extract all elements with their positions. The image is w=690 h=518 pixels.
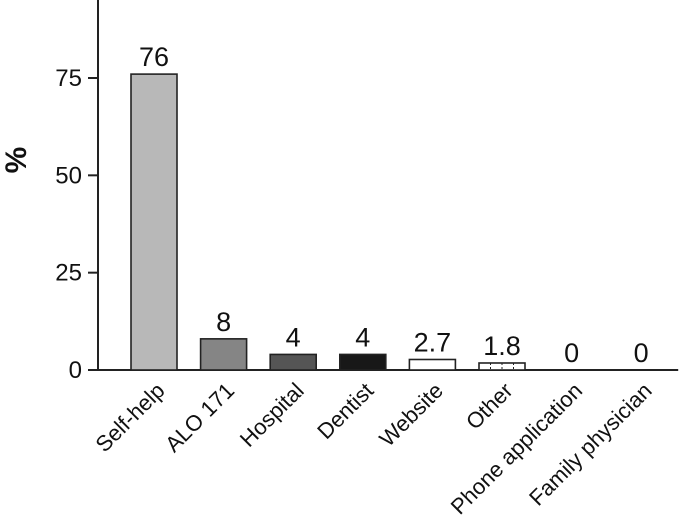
- chart-bars: [130, 73, 526, 371]
- chart-axes: 0 25 50 75: [55, 0, 679, 384]
- y-tick-label: 50: [55, 162, 82, 189]
- category-label: Other: [461, 378, 518, 435]
- bar-website: [408, 358, 457, 371]
- data-label: 8: [216, 307, 231, 337]
- data-label: 4: [355, 322, 370, 352]
- bar-hospital: [269, 353, 318, 371]
- category-label: Family physician: [524, 378, 657, 511]
- bar-dentist: [338, 353, 387, 371]
- data-label: 2.7: [414, 327, 452, 357]
- y-tick-label: 75: [55, 65, 82, 92]
- category-label: Self-help: [90, 378, 169, 457]
- y-axis-label: %: [0, 147, 33, 174]
- data-label: 0: [564, 338, 579, 368]
- y-tick-label: 0: [69, 357, 82, 384]
- category-label: Dentist: [312, 378, 378, 444]
- category-label: Website: [374, 378, 448, 452]
- bar-alo-171: [199, 338, 248, 371]
- category-label: ALO 171: [160, 378, 239, 457]
- data-label: 4: [286, 322, 301, 352]
- category-label: Phone application: [446, 378, 587, 518]
- data-label: 76: [139, 42, 169, 72]
- category-label: Hospital: [235, 378, 309, 452]
- bar-self-help: [130, 73, 178, 371]
- data-label: 0: [634, 338, 649, 368]
- data-label: 1.8: [483, 331, 521, 361]
- y-tick-label: 25: [55, 260, 82, 287]
